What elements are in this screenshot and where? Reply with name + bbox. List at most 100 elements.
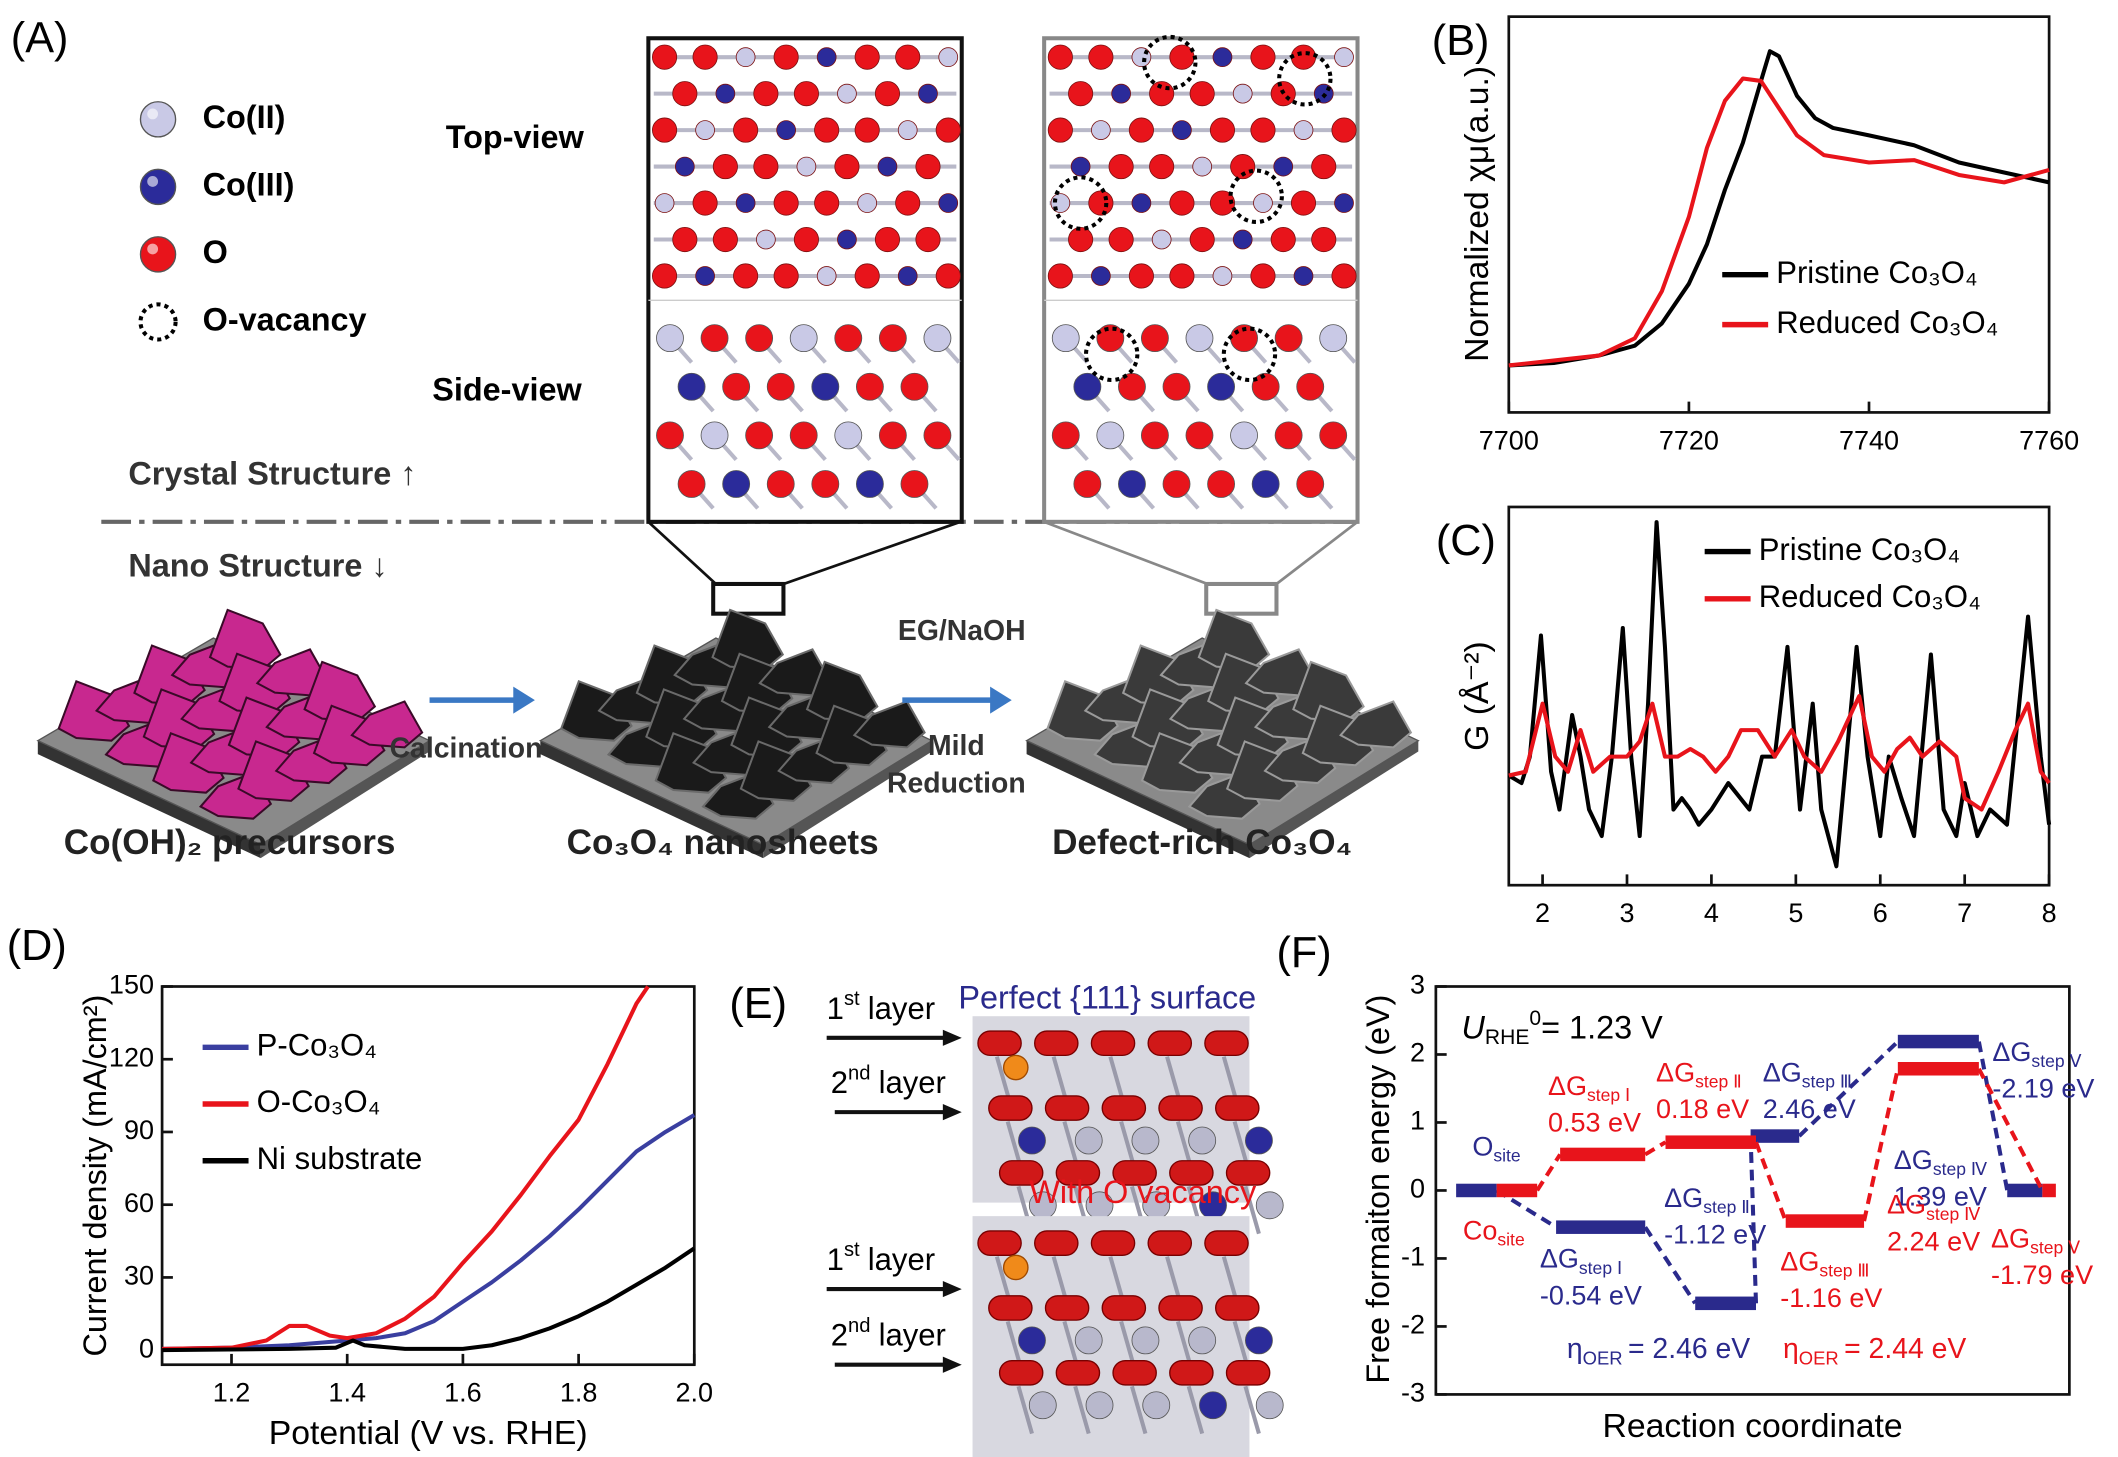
layer-label-part: nd [848,1063,870,1085]
atom [814,190,840,216]
atom [1189,81,1215,107]
atom [1296,470,1325,498]
atom [1185,421,1214,450]
atom [1108,226,1134,253]
nanosheet [350,700,424,749]
atom [938,47,959,68]
step-annotation: ΔGstep Ⅱ [1664,1183,1750,1217]
atom [1250,263,1276,289]
atom [1253,193,1273,213]
atom [1047,44,1073,70]
atom [1142,1391,1171,1420]
atom [1140,421,1169,450]
atom [874,81,901,107]
substrate-side [37,740,261,859]
step-energy: 1.39 eV [1894,1182,1987,1212]
step-annotation-part: step Ⅱ [1695,1071,1742,1091]
x-tick-label: 1.6 [444,1378,482,1408]
step-energy: -1.16 eV [1780,1283,1882,1313]
atom [1091,120,1111,140]
step-annotation: ΔGstep Ⅰ [1540,1244,1622,1278]
y-axis-label: Normalized χμ(a.u.) [1458,66,1496,362]
y-tick-label: 0 [1410,1174,1425,1204]
series-label-part: site [1497,1229,1524,1249]
overpotential: ηOER = 2.44 eV [1783,1334,1966,1368]
atom [1085,1391,1114,1420]
atom [700,324,729,353]
y-tick-label: 150 [109,970,154,1000]
plot-frame [1507,15,2051,414]
atom [656,421,684,450]
level-connector [1748,1136,1759,1304]
overpotential: ηOER = 2.46 eV [1567,1334,1750,1368]
vacancy [1083,326,1140,383]
step-annotation-part: step Ⅴ [2030,1237,2080,1257]
level-connector [1977,1067,2045,1192]
atom [1255,1391,1284,1420]
energy-level [1785,1214,1865,1228]
series-label-part: Co [1463,1215,1498,1245]
atom [874,226,901,253]
energy-level [1665,1135,1756,1149]
nanosheet [303,660,377,723]
view-label: Side-view [432,372,582,408]
overpotential-part: η [1567,1334,1583,1366]
step-annotation-part: ΔG [1656,1057,1695,1087]
atom [811,372,840,401]
atom [756,229,776,250]
atom [1118,470,1146,498]
atom [753,81,779,107]
atom [1070,156,1091,177]
energy-level [1556,1220,1646,1234]
atom [855,372,884,401]
substrate-side [1026,740,1250,859]
cylinder [1225,1359,1271,1386]
atom [1047,117,1073,143]
energy-level [1750,1129,1800,1143]
step-energy: 2.46 eV [1763,1094,1856,1124]
atom [1230,421,1258,450]
cylinder [1225,1160,1271,1186]
vacancy [1142,34,1198,91]
step-energy: 0.18 eV [1656,1094,1749,1124]
y-tick-label: 30 [124,1261,154,1291]
atom [816,266,837,286]
step-label: Calcination [390,733,543,765]
legend-atom [139,168,177,206]
site-atom [1002,1054,1029,1081]
nanosheet [1339,700,1413,749]
layer-label-part: 2 [831,1065,848,1100]
level-connector [1535,1153,1562,1192]
atom [854,263,880,289]
layer-label-part: layer [879,1318,946,1353]
step-annotation-part: step Ⅲ [1819,1260,1869,1280]
condition-part: 0 [1529,1006,1541,1029]
cylinder [1112,1359,1157,1386]
atom [766,372,795,401]
cylinder [1101,1095,1147,1121]
layer-label: 1st layer [827,1240,935,1278]
atom [1212,47,1233,68]
y-tick-label: -3 [1401,1378,1425,1408]
layer-arrow-head [942,1104,962,1121]
atom [1319,324,1348,353]
atom [1232,229,1253,250]
legend-label: Pristine Co₃O₄ [1776,255,1977,290]
x-tick-label: 2 [1535,898,1550,928]
atom [878,324,907,353]
atom [677,470,706,498]
atom [855,470,884,498]
atom [652,263,678,289]
atom [1128,117,1154,143]
atom [938,193,959,213]
legend-label: Reduced Co₃O₄ [1776,305,1998,340]
atom [1149,154,1175,180]
layer-label: 1st layer [827,988,935,1026]
overpotential-part: η [1783,1334,1799,1366]
nanosheet [1292,660,1365,723]
atom [654,193,675,213]
series-line [1508,49,2050,368]
legend-atom-shine [147,176,159,187]
series-line [1508,76,2050,368]
